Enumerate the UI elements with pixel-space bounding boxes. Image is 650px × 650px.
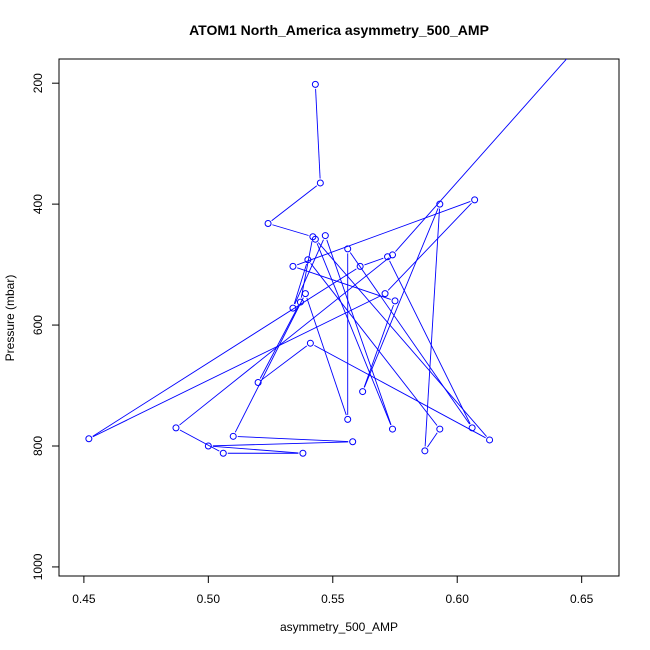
data-point [289,304,297,312]
data-point [349,438,357,446]
series-segment [363,208,439,388]
x-axis: 0.45 0.50 0.55 0.60 0.65 [72,575,594,606]
data-point [344,245,352,253]
series-segment [272,224,309,236]
data-point [229,432,237,440]
data-point [436,200,444,208]
data-point [321,232,329,240]
y-tick-label: 400 [31,194,45,214]
data-point [391,297,399,305]
series-segment [314,344,486,439]
series-segment [92,268,357,437]
data-point [421,447,429,455]
series-segment [92,295,382,438]
data-point [311,235,319,243]
series-segment [237,436,349,443]
data-point [468,424,476,432]
data-point [389,251,397,259]
data-point [389,425,397,433]
series-segment [310,263,438,426]
x-tick-label: 0.65 [570,592,594,606]
data-point [204,442,212,450]
data-point [304,256,312,264]
y-tick-label: 200 [31,73,45,93]
series-segment [259,305,299,379]
series-segment [326,239,392,425]
series-segment [315,88,321,179]
data-point [289,262,297,270]
series-segment [427,432,438,448]
y-tick-label: 1000 [31,553,45,580]
data-point [306,339,314,347]
data-point [219,449,227,457]
series-segment [424,208,440,447]
plot-area [58,58,620,577]
y-axis: 200 400 600 800 1000 [31,73,60,580]
y-tick-label: 800 [31,436,45,456]
series-segment [349,252,470,425]
data-point [301,290,309,298]
series-segment [316,243,392,426]
x-tick-label: 0.60 [446,592,470,606]
data-point [296,298,304,306]
x-tick-label: 0.55 [321,592,345,606]
series-segment [306,297,347,416]
x-tick-label: 0.45 [72,592,96,606]
data-point [471,196,479,204]
series-segment [212,441,349,447]
series-segment [212,445,299,454]
series-segment [363,304,394,388]
series-layer [85,59,568,457]
x-axis-label: asymmetry_500_AMP [280,620,398,634]
series-segment [387,202,472,291]
series-segment [271,185,318,222]
series-segment [300,241,313,298]
data-point [436,425,444,433]
x-tick-label: 0.50 [197,592,221,606]
data-point [381,290,389,298]
data-point [311,80,319,88]
data-point [172,424,180,432]
data-point [299,449,307,457]
y-tick-label: 600 [31,315,45,335]
series-segment [297,201,471,266]
data-point [85,435,93,443]
y-axis-label: Pressure (mbar) [3,275,17,362]
series-segment [234,297,304,433]
data-point [344,415,352,423]
data-point [264,219,272,227]
series-segment [261,345,308,381]
series-segment [395,59,568,252]
series-segment [364,257,384,266]
series-segment [179,429,220,452]
data-point [254,379,262,387]
data-point [486,436,494,444]
data-point [316,179,324,187]
series-segment [297,267,391,300]
data-point [359,388,367,396]
chart-title: ATOM1 North_America asymmetry_500_AMP [189,22,489,38]
series-segment [389,260,471,425]
data-point [356,262,364,270]
series-segment [179,257,390,426]
